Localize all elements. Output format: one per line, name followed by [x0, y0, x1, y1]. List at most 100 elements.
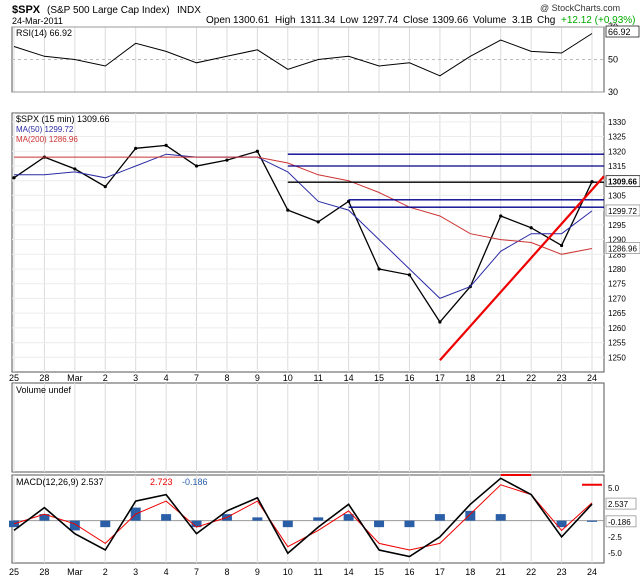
- x-tick-label: 22: [526, 373, 536, 383]
- macd-y-tick-label: 5.0: [608, 484, 620, 493]
- macd-histogram-bar: [39, 514, 50, 521]
- price-legend-ma200: MA(200) 1286.96: [16, 135, 78, 144]
- price-y-tick-label: 1250: [608, 353, 626, 362]
- price-point: [499, 214, 503, 218]
- x-tick-label: 9: [255, 567, 260, 577]
- rsi-y-tick-label: 50: [608, 55, 618, 65]
- watermark: @ StockCharts.com: [540, 3, 621, 13]
- stat-high-label: High: [275, 15, 296, 26]
- price-point: [225, 158, 229, 162]
- macd-histogram-bar: [100, 520, 111, 528]
- x-tick-label: 25: [9, 567, 19, 577]
- price-point: [73, 167, 77, 171]
- x-tick-label: 28: [39, 567, 49, 577]
- price-point: [134, 146, 138, 150]
- price-y-tick-label: 1280: [608, 265, 626, 274]
- x-tick-label: 2: [103, 567, 108, 577]
- x-tick-label: 23: [557, 567, 567, 577]
- macd-legend-hist: -0.186: [182, 477, 208, 487]
- macd-histogram-bar: [556, 520, 567, 528]
- x-tick-label: 24: [587, 567, 597, 577]
- price-y-tick-label: 1265: [608, 309, 626, 318]
- price-point: [255, 149, 259, 153]
- price-point: [347, 199, 351, 203]
- price-y-tick-label: 1290: [608, 236, 626, 245]
- x-tick-label: 16: [404, 567, 414, 577]
- macd-right-label-box: [605, 497, 637, 510]
- price-point: [529, 226, 533, 230]
- macd-legend-signal: 2.723: [150, 477, 173, 487]
- price-y-tick-label: 1305: [608, 191, 626, 200]
- price-point: [103, 184, 107, 189]
- x-tick-label: 3: [133, 567, 138, 577]
- price-y-tick-label: 1325: [608, 133, 626, 142]
- x-tick-label: 4: [164, 567, 169, 577]
- x-tick-label: 14: [344, 567, 354, 577]
- rsi-current-label: 66.92: [608, 27, 631, 37]
- macd-line: [13, 477, 593, 558]
- rsi-legend: RSI(14) 66.92: [16, 28, 72, 38]
- macd-panel-frame: [11, 474, 605, 564]
- price-right-label-box: [605, 175, 640, 188]
- price-series-line: [14, 153, 593, 299]
- stat-open-value: 1300.61: [233, 15, 270, 26]
- x-tick-label: 25: [9, 373, 19, 383]
- price-legend-spx: $SPX (15 min) 1309.66: [16, 114, 110, 124]
- x-tick-label: 10: [283, 567, 293, 577]
- macd-histogram-bar: [465, 510, 476, 521]
- x-tick-label: 11: [314, 373, 323, 383]
- macd-right-label: -0.186: [608, 518, 631, 527]
- x-tick-label: 24: [587, 373, 597, 383]
- price-y-tick-label: 1285: [608, 250, 626, 259]
- price-trend-line: [439, 175, 605, 361]
- x-tick-label: 7: [194, 567, 199, 577]
- macd-y-tick-label: -2.5: [608, 533, 622, 542]
- macd-histogram-bar: [343, 514, 354, 521]
- x-tick-label: 17: [435, 567, 445, 577]
- price-point: [286, 208, 290, 212]
- macd-histogram-bar: [313, 517, 324, 521]
- price-series-line: [13, 144, 593, 324]
- stat-close-value: 1309.66: [432, 15, 469, 26]
- rsi-line: [13, 33, 593, 77]
- price-point: [164, 143, 168, 147]
- x-tick-label: 4: [164, 373, 169, 383]
- x-tick-label: 18: [465, 373, 475, 383]
- price-series-line: [14, 156, 593, 255]
- price-right-label-box: [605, 242, 640, 254]
- price-y-tick-label: 1275: [608, 280, 626, 289]
- chart-date: 24-Mar-2011: [12, 16, 63, 26]
- price-point: [407, 273, 412, 277]
- stat-close-label: Close: [403, 15, 429, 26]
- price-y-tick-label: 1295: [608, 221, 626, 230]
- macd-histogram-bar: [252, 517, 263, 521]
- x-tick-label: Mar: [67, 567, 83, 577]
- price-y-tick-label: 1270: [608, 294, 626, 303]
- stat-chg-label: Chg: [537, 15, 556, 26]
- macd-legend-main: MACD(12,26,9) 2.537: [16, 477, 104, 487]
- price-point: [559, 243, 564, 248]
- rsi-current-box: [605, 25, 640, 38]
- macd-histogram-bar: [191, 520, 202, 528]
- x-tick-label: 21: [496, 373, 506, 383]
- price-point: [316, 220, 320, 224]
- chart-symbol: $SPX: [12, 4, 41, 16]
- macd-histogram-bar: [374, 520, 385, 528]
- price-point: [438, 320, 442, 324]
- stat-high-value: 1311.34: [300, 15, 336, 26]
- x-tick-label: 15: [374, 567, 384, 577]
- price-y-tick-label: 1260: [608, 324, 626, 333]
- x-tick-label: 14: [344, 373, 354, 383]
- x-tick-label: 15: [374, 373, 384, 383]
- stat-volume-value: 3.1B: [512, 15, 533, 26]
- stat-low-label: Low: [340, 15, 359, 26]
- macd-histogram-bar: [161, 514, 172, 521]
- macd-y-tick-label: -5.0: [608, 549, 622, 558]
- volume-legend: Volume undef: [16, 385, 72, 395]
- price-y-tick-label: 1330: [608, 118, 626, 127]
- x-tick-label: 11: [314, 567, 323, 577]
- macd-histogram-bar: [587, 520, 597, 522]
- macd-right-label: 2.537: [608, 500, 629, 509]
- x-tick-label: 16: [404, 373, 414, 383]
